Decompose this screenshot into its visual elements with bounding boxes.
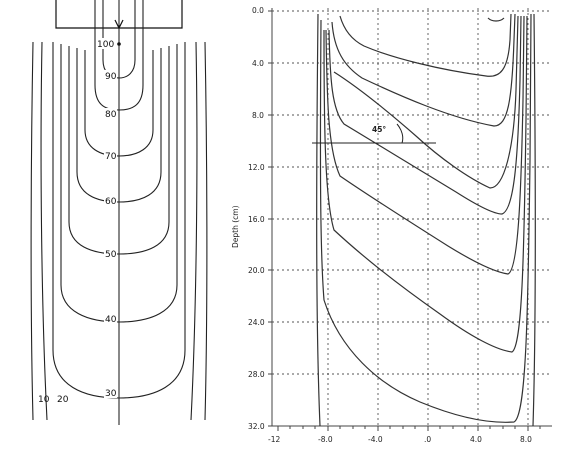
x-tick-0: .0	[424, 435, 431, 444]
y-tick-marks	[268, 10, 272, 427]
y-tick-16: 16.0	[248, 215, 265, 224]
isodose-50	[68, 46, 170, 255]
x-tick-8: 8.0	[520, 435, 532, 444]
oblique-curve-5	[328, 15, 522, 215]
grid-lines	[272, 8, 552, 426]
x-tick-marks	[277, 426, 541, 431]
isodose-80	[94, 0, 144, 111]
oblique-curve-1	[487, 17, 505, 22]
right-isodose-plot: 0.0 4.0 8.0 12.0 16.0 20.0 24.0 28.0 32.…	[231, 6, 552, 444]
y-tick-28: 28.0	[248, 370, 265, 379]
angle-arc	[396, 123, 404, 144]
y-tick-labels: 0.0 4.0 8.0 12.0 16.0 20.0 24.0 28.0 32.…	[248, 6, 265, 431]
y-tick-24: 24.0	[248, 318, 265, 327]
isodose-30	[52, 42, 186, 399]
oblique-curve-9-right	[532, 13, 536, 427]
oblique-curve-2	[339, 13, 512, 77]
y-axis-title: Depth (cm)	[231, 205, 240, 248]
x-tick-4: 4.0	[470, 435, 482, 444]
label-40: 40	[105, 315, 117, 325]
y-tick-20: 20.0	[248, 266, 265, 275]
label-80: 80	[105, 110, 117, 120]
y-tick-8: 8.0	[252, 111, 264, 120]
label-10: 10	[38, 395, 50, 405]
oblique-curve-8	[319, 13, 532, 423]
oblique-curve-3	[331, 13, 516, 127]
isodose-90	[102, 0, 136, 79]
label-60: 60	[105, 197, 117, 207]
isodose-labels: 100 90 80 70 60 50 40 30 20 10	[38, 38, 117, 405]
isodose-20-left	[40, 41, 48, 421]
x-tick-labels: -12 -8.0 -4.0 .0 4.0 8.0	[268, 435, 532, 444]
x-tick-neg8: -8.0	[318, 435, 333, 444]
y-tick-4: 4.0	[252, 59, 264, 68]
angle-annotation: 45°	[312, 123, 436, 144]
isodose-10-right	[204, 41, 208, 421]
label-30: 30	[105, 389, 117, 399]
oblique-curve-4	[333, 15, 519, 189]
label-100: 100	[97, 40, 114, 50]
isodose-40	[60, 44, 178, 323]
isodose-10-left	[30, 41, 34, 421]
left-isodose-panel: 100 90 80 70 60 50 40 30 20 10	[30, 0, 208, 425]
isodose-20-right	[190, 41, 198, 421]
y-tick-12: 12.0	[248, 163, 265, 172]
x-tick-neg12: -12	[268, 435, 280, 444]
beam-arrow-icon	[114, 19, 124, 30]
label-50: 50	[105, 250, 117, 260]
oblique-curve-9-left	[316, 13, 321, 427]
y-tick-32: 32.0	[248, 422, 265, 431]
y-tick-0: 0.0	[252, 6, 264, 15]
label-90: 90	[105, 72, 117, 82]
angle-label: 45°	[372, 125, 386, 134]
dmax-point	[117, 42, 121, 46]
label-20: 20	[57, 395, 69, 405]
x-tick-neg4: -4.0	[368, 435, 383, 444]
isodose-60	[76, 48, 162, 203]
label-70: 70	[105, 152, 117, 162]
isodose-70	[84, 50, 154, 157]
oblique-curve-6	[325, 15, 525, 275]
oblique-curve-7	[323, 15, 528, 353]
oblique-isodose-curves	[316, 13, 536, 427]
